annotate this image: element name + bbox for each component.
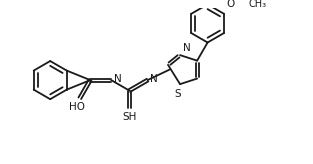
- Text: N: N: [151, 74, 158, 84]
- Text: S: S: [175, 89, 182, 99]
- Text: O: O: [226, 0, 234, 9]
- Text: HO: HO: [69, 102, 85, 112]
- Text: N: N: [114, 74, 122, 84]
- Text: SH: SH: [122, 112, 136, 122]
- Text: N: N: [183, 43, 191, 53]
- Text: CH₃: CH₃: [249, 0, 267, 9]
